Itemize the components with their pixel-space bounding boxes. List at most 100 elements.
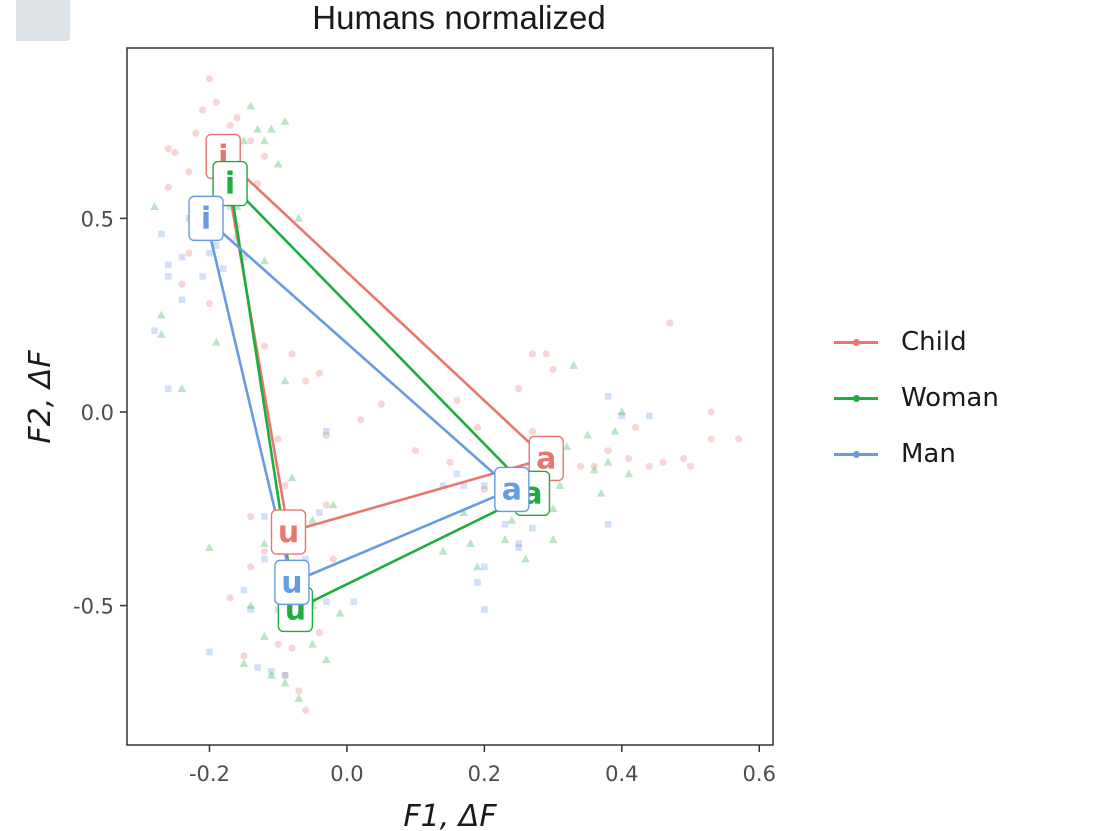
point-child-30 xyxy=(515,385,523,393)
point-man-37 xyxy=(515,544,523,551)
point-child-54 xyxy=(288,644,296,652)
vowel-label-woman-i: i xyxy=(212,160,248,207)
point-child-8 xyxy=(247,137,255,145)
point-child-36 xyxy=(576,462,585,470)
point-woman-0 xyxy=(150,202,159,211)
point-child-48 xyxy=(590,462,598,470)
point-woman-15 xyxy=(260,256,269,265)
point-woman-30 xyxy=(321,655,331,664)
point-man-36 xyxy=(529,524,536,532)
vowel-label-man-a: a xyxy=(494,466,530,513)
point-child-56 xyxy=(295,687,303,695)
point-child-64 xyxy=(164,145,172,153)
point-man-0 xyxy=(158,230,165,238)
point-woman-43 xyxy=(589,465,599,474)
point-man-45 xyxy=(453,470,461,478)
legend-label-man: Man xyxy=(901,439,956,469)
point-child-49 xyxy=(247,512,255,521)
legend-marker-man xyxy=(853,451,860,458)
point-woman-14 xyxy=(294,213,304,222)
corner-widget[interactable] xyxy=(16,0,70,41)
point-child-43 xyxy=(686,462,695,470)
point-woman-7 xyxy=(239,136,249,145)
point-child-2 xyxy=(212,98,220,106)
point-child-22 xyxy=(322,501,330,509)
vowel-label-text-child-a: a xyxy=(536,441,556,476)
point-child-60 xyxy=(329,555,337,563)
legend-marker-woman xyxy=(853,395,860,402)
point-woman-35 xyxy=(473,562,482,571)
point-man-22 xyxy=(268,668,275,675)
vowel-triangles xyxy=(204,155,548,611)
point-man-14 xyxy=(178,296,186,303)
point-man-38 xyxy=(481,563,488,571)
chart-title: Humans normalized xyxy=(312,0,606,36)
point-woman-42 xyxy=(583,430,592,439)
point-child-24 xyxy=(377,400,385,408)
point-man-27 xyxy=(302,555,309,563)
triangle-man xyxy=(204,217,514,584)
vowel-label-text-child-i: i xyxy=(218,139,228,174)
point-child-40 xyxy=(659,458,667,466)
point-woman-39 xyxy=(548,504,558,513)
point-man-31 xyxy=(460,482,468,489)
point-child-3 xyxy=(226,121,234,130)
legend-marker-child xyxy=(853,339,860,346)
point-child-42 xyxy=(680,454,688,463)
point-woman-44 xyxy=(596,488,606,497)
point-man-34 xyxy=(501,520,509,528)
point-child-59 xyxy=(315,629,324,637)
point-man-5 xyxy=(206,249,213,257)
point-child-65 xyxy=(480,485,488,494)
point-man-11 xyxy=(164,273,172,280)
legend: Child Woman Man xyxy=(832,322,1052,490)
point-child-34 xyxy=(549,365,557,373)
point-man-28 xyxy=(316,509,323,516)
point-woman-2 xyxy=(177,384,187,393)
y-tick-label-2: 0.5 xyxy=(81,207,114,231)
point-man-15 xyxy=(240,253,248,261)
point-woman-26 xyxy=(266,670,276,679)
point-child-41 xyxy=(666,319,674,327)
point-woman-49 xyxy=(548,535,558,544)
plot-panel-border xyxy=(126,47,774,746)
point-woman-12 xyxy=(273,159,283,168)
point-woman-11 xyxy=(266,124,276,133)
point-child-46 xyxy=(735,435,743,443)
vowel-label-text-man-a: a xyxy=(502,472,522,507)
y-tick-label-0: -0.5 xyxy=(73,595,114,619)
point-child-23 xyxy=(357,416,365,424)
point-woman-45 xyxy=(603,457,613,466)
point-man-32 xyxy=(481,482,488,489)
point-man-6 xyxy=(213,242,220,249)
point-woman-4 xyxy=(211,337,221,346)
point-woman-52 xyxy=(624,469,634,478)
point-woman-46 xyxy=(610,426,620,435)
point-child-27 xyxy=(453,396,461,404)
point-child-62 xyxy=(260,152,269,161)
point-man-44 xyxy=(604,393,612,400)
vowel-label-box-man-a xyxy=(494,466,530,513)
point-child-53 xyxy=(281,671,289,679)
point-man-23 xyxy=(281,672,289,679)
point-woman-41 xyxy=(562,442,572,451)
legend-key-child xyxy=(832,322,880,362)
point-child-0 xyxy=(205,75,214,83)
point-child-17 xyxy=(302,377,310,385)
vowel-label-box-woman-i xyxy=(212,160,248,207)
y-tick-label-1: 0.0 xyxy=(81,401,114,425)
point-man-25 xyxy=(322,598,330,606)
point-man-30 xyxy=(439,482,447,489)
point-man-1 xyxy=(164,261,172,269)
point-child-61 xyxy=(226,594,234,602)
vowel-label-text-man-u: u xyxy=(281,565,302,600)
point-woman-53 xyxy=(260,539,269,547)
point-woman-21 xyxy=(335,608,345,617)
point-child-26 xyxy=(446,458,454,466)
x-axis-title: F1, ΔF xyxy=(403,799,497,831)
x-tick-label-4: 0.6 xyxy=(743,762,776,786)
point-child-5 xyxy=(192,129,200,137)
legend-item-man: Man xyxy=(832,434,1052,490)
point-woman-1 xyxy=(156,310,166,319)
y-axis-title: F2, ΔF xyxy=(23,350,58,444)
